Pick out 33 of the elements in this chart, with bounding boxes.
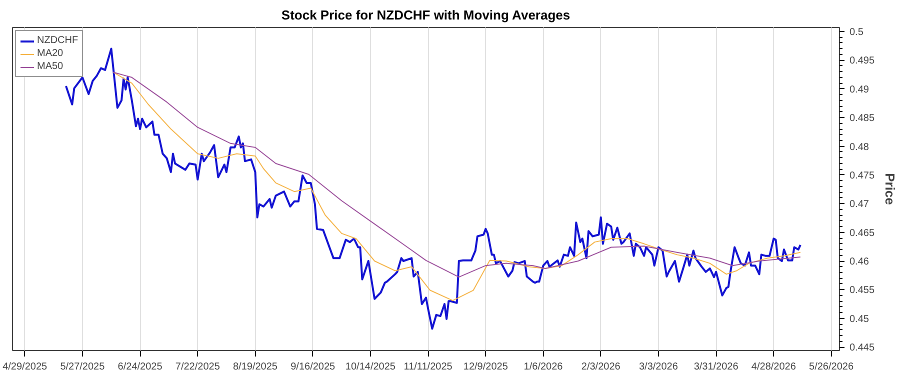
y-tick-label: 0.5 (850, 27, 864, 38)
x-tick-label: 1/6/2026 (524, 362, 564, 372)
y-tick-label: 0.485 (850, 113, 875, 124)
x-tick-label: 5/27/2025 (60, 362, 106, 372)
x-tick-label: 12/9/2025 (463, 362, 508, 372)
x-tick-label: 10/14/2025 (345, 362, 396, 372)
y-tick-label: 0.45 (850, 314, 870, 325)
x-tick-label: 2/3/2026 (581, 362, 621, 372)
x-tick-label: 6/24/2025 (118, 362, 163, 372)
x-tick-label: 3/3/2026 (639, 362, 678, 372)
x-tick-label: 9/16/2025 (290, 362, 336, 372)
x-tick-label: 11/11/2025 (404, 362, 453, 372)
x-tick-label: 5/26/2026 (809, 362, 854, 372)
legend-label: NZDCHF (37, 35, 78, 46)
y-tick-label: 0.455 (850, 285, 875, 296)
x-tick-label: 4/29/2025 (2, 362, 48, 372)
y-tick-label: 0.445 (850, 342, 875, 354)
y-tick-label: 0.48 (850, 142, 870, 153)
x-tick-label: 4/28/2026 (751, 362, 796, 372)
x-tick-label: 8/19/2025 (233, 362, 278, 372)
x-tick-label: 3/31/2026 (694, 362, 739, 372)
y-tick-label: 0.49 (850, 84, 870, 96)
y-tick-label: 0.46 (850, 256, 870, 268)
legend-label: MA50 (37, 61, 64, 72)
y-axis-title: Price (882, 173, 898, 205)
y-tick-label: 0.495 (850, 56, 875, 67)
y-tick-label: 0.465 (850, 228, 875, 239)
x-tick-label: 7/22/2025 (175, 362, 220, 372)
y-tick-label: 0.475 (850, 170, 875, 182)
y-tick-label: 0.47 (850, 199, 870, 210)
legend-label: MA20 (37, 48, 64, 59)
chart-title: Stock Price for NZDCHF with Moving Averages (281, 8, 570, 22)
line-series (64, 48, 802, 330)
